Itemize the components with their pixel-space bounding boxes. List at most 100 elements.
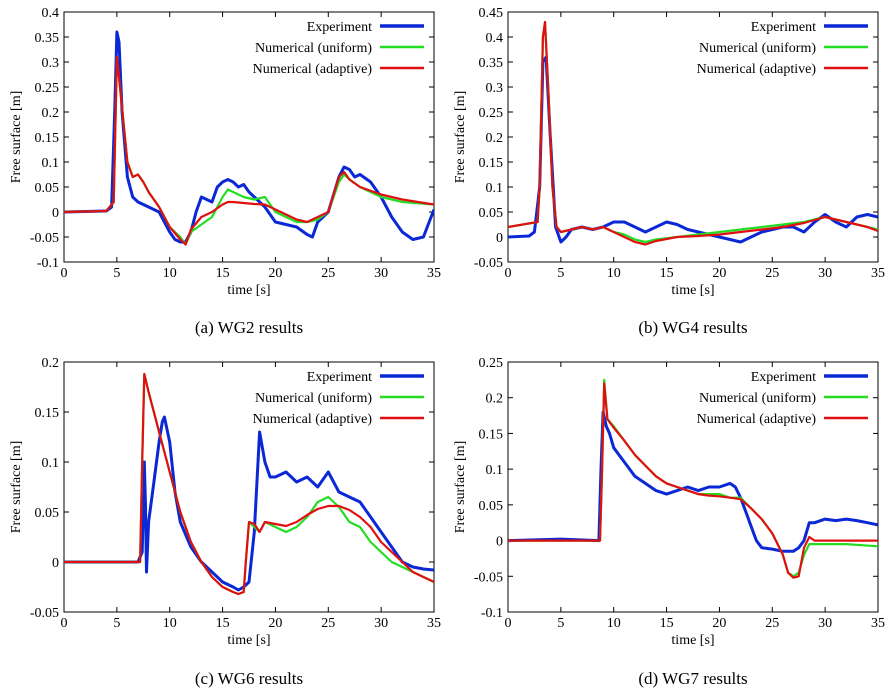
y-axis-label: Free surface [m] — [9, 91, 24, 184]
x-axis-label: time [s] — [227, 283, 270, 298]
x-tick-label: 15 — [216, 266, 230, 281]
legend-label-uniform: Numerical (uniform) — [699, 391, 816, 406]
x-tick-label: 20 — [268, 266, 282, 281]
chart-panel-2: 0 5 10 15 20 25 30 35-0.0500.050.10.150.20.250.… — [453, 6, 885, 337]
y-tick-label: 0 — [52, 556, 59, 571]
y-tick-label: -0.1 — [37, 256, 59, 271]
y-tick-label: 0.15 — [479, 427, 504, 442]
subfigure-caption: (d) WG7 results — [638, 669, 747, 688]
x-tick-label: 30 — [374, 616, 388, 631]
x-tick-label: 25 — [321, 266, 335, 281]
legend-label-adaptive: Numerical (adaptive) — [697, 62, 817, 77]
legend-label-adaptive: Numerical (adaptive) — [253, 62, 373, 77]
chart-panel-1: 0 5 10 15 20 25 30 35 -0.1 -0.05 0 0.05 0.1 0.15 0.2 0.… — [9, 6, 441, 337]
subfigure-caption: (c) WG6 results — [195, 669, 303, 688]
y-tick-label: 0.05 — [479, 499, 504, 514]
series-line-uniform — [508, 378, 878, 578]
y-axis-label: Free surface [m] — [453, 441, 468, 534]
x-tick-label: 20 — [712, 616, 726, 631]
x-tick-label: 10 — [607, 616, 621, 631]
legend-label-uniform: Numerical (uniform) — [255, 391, 372, 406]
legend-label-uniform: Numerical (uniform) — [699, 41, 816, 56]
y-tick-label: 0.35 — [479, 56, 504, 71]
legend-label-adaptive: Numerical (adaptive) — [253, 412, 373, 427]
y-tick-label: 0 — [496, 535, 503, 550]
y-tick-label: 0.15 — [479, 156, 504, 171]
y-tick-label: 0.3 — [486, 81, 504, 96]
y-tick-label: 0.1 — [486, 181, 504, 196]
x-tick-label: 35 — [427, 266, 441, 281]
y-tick-label: -0.05 — [30, 231, 59, 246]
y-tick-label: 0.35 — [35, 31, 60, 46]
x-tick-label: 35 — [427, 616, 441, 631]
series-line-adaptive — [64, 372, 434, 596]
legend-label-experiment: Experiment — [751, 370, 816, 385]
y-tick-label: -0.05 — [474, 256, 503, 271]
y-tick-label: 0.3 — [42, 56, 60, 71]
x-tick-label: 5 — [113, 616, 120, 631]
x-axis-label: time [s] — [227, 633, 270, 648]
x-tick-label: 25 — [321, 616, 335, 631]
x-tick-label: 25 — [765, 616, 779, 631]
legend-label-experiment: Experiment — [751, 20, 816, 35]
x-tick-label: 5 — [557, 266, 564, 281]
series-line-experiment — [508, 55, 878, 244]
x-tick-label: 0 — [505, 266, 512, 281]
y-tick-label: 0.2 — [42, 356, 60, 371]
x-tick-label: 30 — [818, 616, 832, 631]
y-tick-label: 0.2 — [486, 131, 504, 146]
x-tick-label: 10 — [607, 266, 621, 281]
x-tick-label: 20 — [268, 616, 282, 631]
y-tick-label: 0.45 — [479, 6, 504, 21]
y-tick-label: 0.4 — [486, 31, 504, 46]
x-tick-label: 20 — [712, 266, 726, 281]
y-tick-label: 0.25 — [479, 106, 504, 121]
x-axis-label: time [s] — [671, 283, 714, 298]
x-tick-label: 30 — [818, 266, 832, 281]
x-tick-label: 15 — [660, 616, 674, 631]
y-tick-label: 0.2 — [42, 106, 60, 121]
x-tick-label: 10 — [163, 266, 177, 281]
x-tick-label: 15 — [660, 266, 674, 281]
series-line-experiment — [64, 30, 434, 244]
y-axis-label: Free surface [m] — [453, 91, 468, 184]
chart-panel-4: 0 5 10 15 20 25 30 35 -0.1 -0.05 0 0.05 0.1 0.15 0.2 0.… — [453, 356, 885, 688]
x-tick-label: 5 — [113, 266, 120, 281]
y-tick-label: 0.1 — [42, 156, 60, 171]
legend-label-uniform: Numerical (uniform) — [255, 41, 372, 56]
x-tick-label: 15 — [216, 616, 230, 631]
y-tick-label: 0.25 — [35, 81, 60, 96]
y-axis-label: Free surface [m] — [9, 441, 24, 534]
subfigure-caption: (b) WG4 results — [638, 318, 747, 337]
series-line-experiment — [508, 410, 878, 553]
legend-label-experiment: Experiment — [307, 370, 372, 385]
y-tick-label: 0.15 — [35, 406, 60, 421]
y-tick-label: -0.1 — [481, 606, 503, 621]
subfigure-caption: (a) WG2 results — [195, 318, 303, 337]
y-tick-label: 0.4 — [42, 6, 60, 21]
y-tick-label: 0.1 — [486, 463, 504, 478]
y-tick-label: -0.05 — [30, 606, 59, 621]
x-tick-label: 5 — [557, 616, 564, 631]
x-tick-label: 30 — [374, 266, 388, 281]
x-tick-label: 0 — [61, 266, 68, 281]
legend-label-adaptive: Numerical (adaptive) — [697, 412, 817, 427]
x-tick-label: 10 — [163, 616, 177, 631]
plot-frame — [507, 361, 879, 613]
plot-frame — [507, 11, 879, 263]
y-tick-label: 0.05 — [35, 506, 60, 521]
series-line-uniform — [508, 20, 878, 244]
x-axis-label: time [s] — [671, 633, 714, 648]
y-tick-label: 0.05 — [479, 206, 504, 221]
y-tick-label: 0.15 — [35, 131, 60, 146]
y-tick-label: 0.2 — [486, 392, 504, 407]
y-tick-label: 0.1 — [42, 456, 60, 471]
x-tick-label: 35 — [871, 266, 885, 281]
x-tick-label: 0 — [61, 616, 68, 631]
y-tick-label: 0.25 — [479, 356, 504, 371]
series-line-adaptive — [508, 382, 878, 579]
legend-label-experiment: Experiment — [307, 20, 372, 35]
y-tick-label: 0 — [496, 231, 503, 246]
